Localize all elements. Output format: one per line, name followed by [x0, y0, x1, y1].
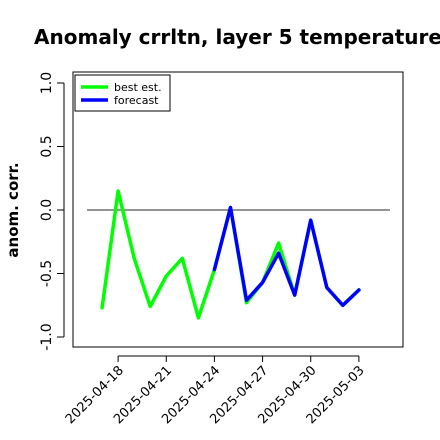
y-tick-label: -1.0 [39, 323, 55, 350]
legend-box [74, 74, 171, 112]
legend-label: forecast [114, 94, 159, 107]
y-tick-label: -0.5 [39, 260, 55, 287]
series-layer [100, 189, 361, 320]
y-tick-label: 1.0 [39, 72, 55, 94]
x-axis: 2025-04-182025-04-212025-04-242025-04-27… [63, 355, 368, 427]
y-axis-label: anom. corr. [4, 162, 22, 257]
legend-label: best est. [114, 81, 162, 94]
legend: best est.forecast [74, 74, 171, 112]
plot-area-frame [72, 71, 404, 348]
y-axis: -1.0 -0.5 0.0 0.5 1.0 [39, 72, 65, 351]
y-tick-label: 0.5 [39, 135, 55, 157]
y-tick-label: 0.0 [39, 199, 55, 221]
chart-title: Anomaly crrltn, layer 5 temperature [34, 25, 440, 49]
series-line-forecast [212, 205, 361, 308]
